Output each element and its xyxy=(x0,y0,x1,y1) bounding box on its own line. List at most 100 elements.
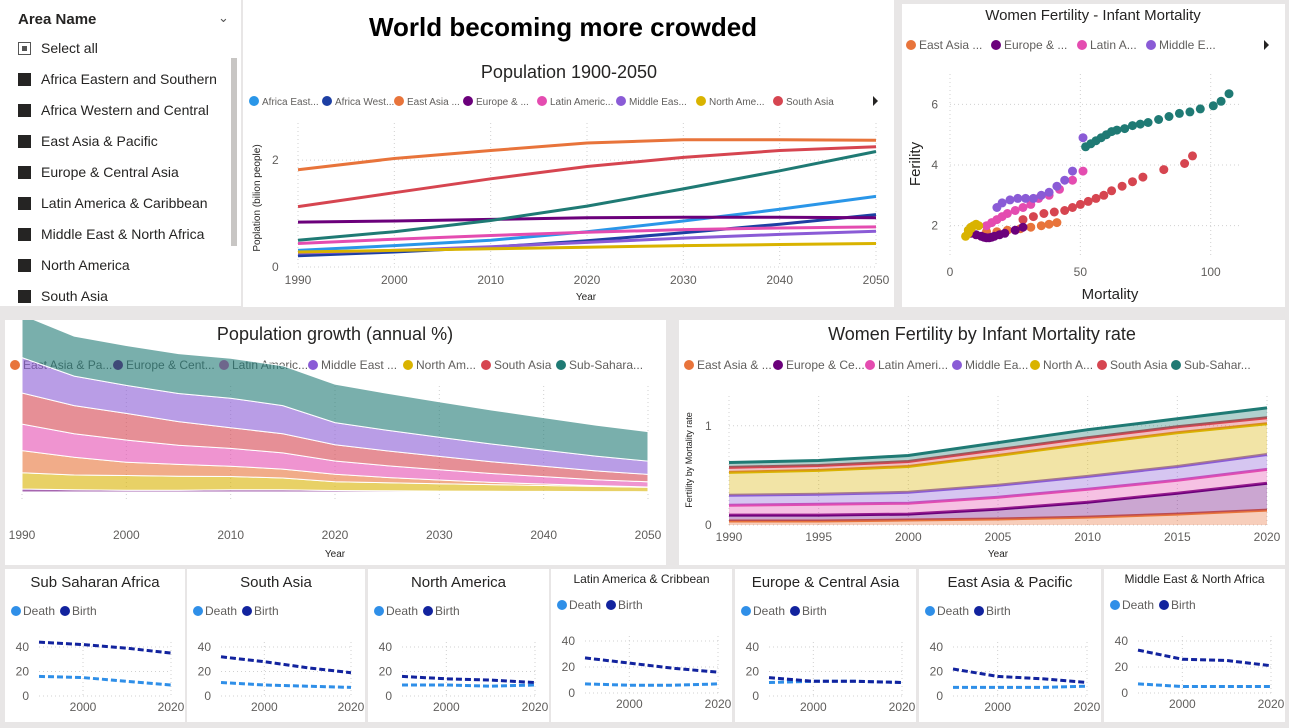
tick-label: 40 xyxy=(16,640,30,654)
legend-dot xyxy=(1171,360,1181,370)
small-chart-panel: Latin America & Cribbean Death Birth 0 20 40 2… xyxy=(551,569,732,722)
tick-label: 0 xyxy=(752,689,759,703)
scatter-point xyxy=(1039,209,1049,218)
tick-label: 2000 xyxy=(895,530,922,544)
checkbox-icon[interactable] xyxy=(18,258,31,272)
slicer-item[interactable]: Africa Western and Central xyxy=(18,99,209,121)
legend-entry: North Ame... xyxy=(709,97,765,108)
tick-label: 100 xyxy=(1201,265,1221,279)
series-area xyxy=(729,469,1267,516)
legend-entry: Death xyxy=(569,598,601,612)
scatter-point xyxy=(1060,175,1070,185)
tick-label: 0 xyxy=(1121,686,1128,700)
chevron-down-icon[interactable]: ⌄ xyxy=(218,10,229,25)
dashboard-title: World becoming more crowded xyxy=(368,12,758,42)
scatter-point xyxy=(1159,165,1169,175)
slicer-scrollbar[interactable] xyxy=(231,58,237,246)
chart-title: Women Fertility by Infant Mortality rate xyxy=(828,324,1136,344)
legend-entry: Birth xyxy=(618,598,643,612)
slicer-item[interactable]: South Asia xyxy=(18,285,108,307)
legend-entry: Sub-Sahara... xyxy=(569,358,643,372)
slicer-item[interactable]: East Asia & Pacific xyxy=(18,130,158,152)
tick-label: 0 xyxy=(568,686,575,700)
small-chart-panel: North America Death Birth 0 20 40 2000 2020 xyxy=(368,569,549,722)
slicer-item-label: Africa Western and Central xyxy=(41,102,209,118)
growth-chart: Population growth (annual %)East Asia & … xyxy=(9,320,662,560)
series-line xyxy=(401,674,536,684)
legend-dot xyxy=(1077,40,1087,50)
checkbox-icon[interactable] xyxy=(18,103,31,117)
scatter-point xyxy=(1044,187,1054,197)
legend-dot xyxy=(696,96,706,106)
fertility-area-chart: Women Fertility by Infant Mortality rate… xyxy=(684,324,1281,560)
scatter-point xyxy=(1036,190,1046,200)
slicer-item-select-all[interactable]: Select all xyxy=(18,37,98,59)
legend-entry: Death xyxy=(386,604,418,618)
legend-dot xyxy=(537,96,547,106)
scatter-point xyxy=(1180,159,1190,168)
slicer-item[interactable]: Europe & Central Asia xyxy=(18,161,179,183)
legend-entry: Latin Americ... xyxy=(550,97,613,108)
tick-label: 2000 xyxy=(381,273,408,287)
legend-entry: Africa West... xyxy=(335,97,394,108)
tick-label: 2010 xyxy=(1074,530,1101,544)
legend-dot xyxy=(925,606,935,616)
tick-label: 40 xyxy=(562,634,576,648)
tick-label: 20 xyxy=(746,665,760,679)
tick-label: 20 xyxy=(16,665,30,679)
legend-dot xyxy=(374,606,384,616)
legend-entry: South Asia xyxy=(786,97,834,108)
tick-label: 0 xyxy=(936,689,943,703)
series-line xyxy=(728,416,1268,469)
legend-dot xyxy=(1159,600,1169,610)
tick-label: 20 xyxy=(930,665,944,679)
legend-entry: Middle East ... xyxy=(321,358,397,372)
tick-label: 4 xyxy=(931,158,938,172)
slicer-item-label: Middle East & North Africa xyxy=(41,226,205,242)
scatter-point xyxy=(1002,209,1012,218)
scatter-point xyxy=(1018,222,1028,232)
checkbox-icon[interactable] xyxy=(18,72,31,86)
tick-label: 20 xyxy=(198,665,212,679)
scatter-point xyxy=(1188,151,1197,161)
scatter-point xyxy=(1060,206,1070,215)
tick-label: 1990 xyxy=(9,528,36,542)
tick-label: 2020 xyxy=(889,700,916,714)
small-chart-panel: East Asia & Pacific Death Birth 0 20 40 2000 20… xyxy=(919,569,1101,722)
scatter-point xyxy=(1021,193,1031,203)
slicer-item[interactable]: Middle East & North Africa xyxy=(18,223,204,245)
series-line xyxy=(729,481,1268,517)
tick-label: 2000 xyxy=(800,700,827,714)
scatter-point xyxy=(997,198,1007,208)
legend-dot xyxy=(773,360,783,370)
legend-dot xyxy=(242,606,252,616)
checkbox-icon[interactable] xyxy=(18,134,31,148)
chart-title: South Asia xyxy=(240,574,312,591)
tick-label: 1990 xyxy=(716,530,743,544)
checkbox-icon[interactable] xyxy=(18,165,31,179)
slicer-item-label: Latin America & Caribbean xyxy=(41,195,208,211)
checkbox-icon[interactable] xyxy=(18,41,31,55)
tick-label: 2000 xyxy=(70,700,97,714)
tick-label: 2020 xyxy=(574,273,601,287)
legend-dot xyxy=(394,96,404,106)
checkbox-icon[interactable] xyxy=(18,289,31,303)
series-line xyxy=(297,150,877,242)
legend-entry: Europe & ... xyxy=(476,97,529,108)
chart-title: Population 1900-2050 xyxy=(481,62,657,82)
slicer-item[interactable]: Africa Eastern and Southern xyxy=(18,68,217,90)
series-line xyxy=(728,453,1268,497)
scatter-point xyxy=(1208,101,1218,111)
slicer-item[interactable]: Latin America & Caribbean xyxy=(18,192,208,214)
scatter-point xyxy=(1164,112,1174,121)
area-name-slicer: Area Name ⌄ Select all Africa Eastern and… xyxy=(0,0,241,306)
legend-entry: South Asia xyxy=(494,358,552,372)
legend-entry: Birth xyxy=(72,604,97,618)
slicer-item[interactable]: North America xyxy=(18,254,130,276)
y-axis-label: Ferility xyxy=(907,141,924,186)
tick-label: 40 xyxy=(379,640,393,654)
chart-title: Latin America & Cribbean xyxy=(573,572,709,586)
checkbox-icon[interactable] xyxy=(18,227,31,241)
scatter-point xyxy=(1099,190,1109,200)
checkbox-icon[interactable] xyxy=(18,196,31,210)
